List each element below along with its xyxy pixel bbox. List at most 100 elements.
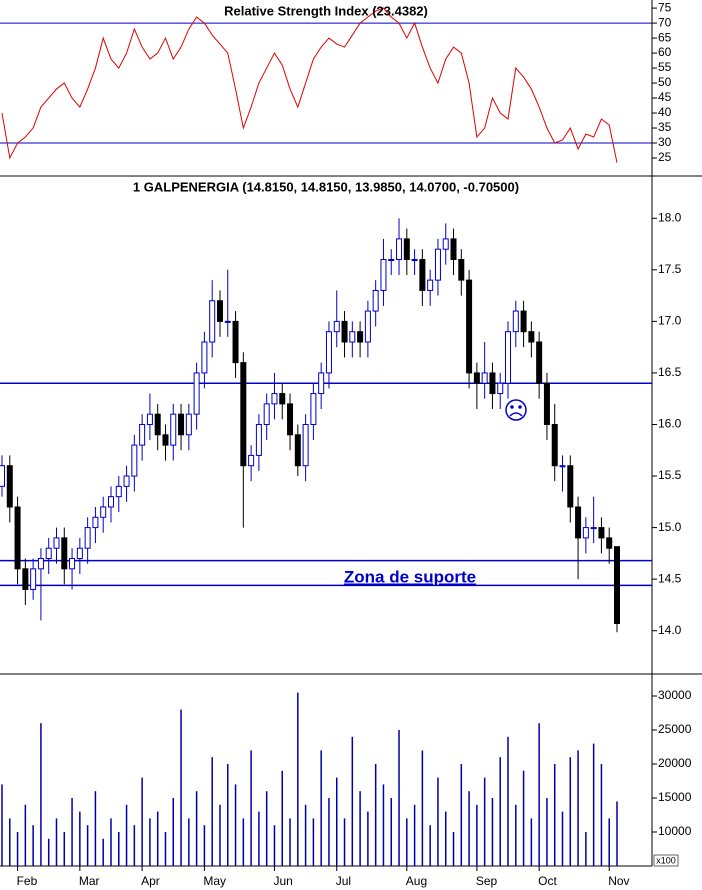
candle-body <box>232 320 239 364</box>
candle-body <box>255 423 262 456</box>
candle-body <box>263 403 270 425</box>
candle-body <box>310 393 317 425</box>
candle-body <box>170 413 177 446</box>
unit-label: x100 <box>656 855 676 865</box>
candle-body <box>442 238 449 250</box>
volume-bar <box>538 723 540 866</box>
candle-body <box>427 279 434 291</box>
y-tick-label: 25000 <box>658 722 692 736</box>
volume-bar <box>234 784 237 866</box>
x-tick-label: Aug <box>406 874 427 888</box>
volume-bar <box>367 811 369 866</box>
candle-body <box>380 259 387 291</box>
volume-bar <box>351 736 354 866</box>
volume-bar <box>421 750 424 866</box>
y-tick-label: 20000 <box>658 756 692 770</box>
candle-body <box>528 331 535 343</box>
candle-body <box>178 413 185 436</box>
candle-body <box>372 289 379 312</box>
candle-body <box>450 238 457 261</box>
candle-body <box>318 372 325 395</box>
candle-body <box>582 527 589 539</box>
candle-body <box>419 259 426 291</box>
candle-body <box>45 547 52 560</box>
volume-bar <box>592 743 595 866</box>
candle-body <box>287 403 294 436</box>
annotation: Zona de suporte <box>344 567 476 586</box>
candle-body <box>123 475 130 487</box>
candle-body <box>411 259 418 262</box>
y-tick-label: 60 <box>658 45 672 59</box>
candle-body <box>520 310 527 333</box>
volume-bar <box>180 709 182 866</box>
volume-bar <box>553 763 556 866</box>
candle-body <box>364 310 371 343</box>
candle-body <box>193 372 200 415</box>
candle-body <box>37 558 44 570</box>
candle-body <box>512 310 519 333</box>
volume-bar <box>569 757 572 866</box>
candle-body <box>240 362 247 467</box>
candle-body <box>590 527 597 530</box>
volume-bar <box>297 692 299 866</box>
volume-bar <box>406 818 408 866</box>
candle-body <box>84 527 91 549</box>
candle-body <box>575 506 582 539</box>
candle-body <box>567 465 574 508</box>
candle-body <box>146 413 153 425</box>
volume-bar <box>55 818 58 866</box>
volume-bar <box>110 818 112 866</box>
y-tick-label: 30000 <box>658 688 692 702</box>
volume-bar <box>585 831 587 866</box>
candle-body <box>396 238 403 261</box>
y-tick-label: 75 <box>658 0 672 14</box>
volume-bar <box>546 797 548 866</box>
panel-title: Relative Strength Index (23.4382) <box>224 3 428 18</box>
volume-bar <box>515 804 517 866</box>
candle-body <box>473 372 480 384</box>
volume-bar <box>273 825 276 866</box>
candle-body <box>76 547 83 560</box>
volume-bar <box>211 757 213 866</box>
volume-bar <box>118 831 120 866</box>
volume-bar <box>219 804 221 866</box>
volume-bar <box>468 791 470 866</box>
y-tick-label: 15000 <box>658 790 692 804</box>
volume-bar <box>374 763 377 866</box>
y-tick-label: 30 <box>658 135 672 149</box>
volume-bar <box>343 818 346 866</box>
volume-bar <box>242 818 245 866</box>
y-tick-label: 14.5 <box>658 571 682 585</box>
y-tick-label: 50 <box>658 75 672 89</box>
volume-bar <box>195 791 198 866</box>
candle-body <box>559 465 566 468</box>
y-tick-label: 55 <box>658 60 672 74</box>
sad-face <box>505 399 527 421</box>
volume-bar <box>141 777 143 866</box>
candle-body <box>294 434 301 467</box>
volume-bar <box>47 838 50 866</box>
candle-body <box>115 485 122 498</box>
volume-bar <box>328 797 330 866</box>
y-tick-label: 45 <box>658 90 672 104</box>
volume-bar <box>437 777 439 866</box>
candle-body <box>131 444 138 477</box>
volume-bar <box>125 804 128 866</box>
volume-bar <box>172 797 175 866</box>
volume-bar <box>156 811 159 866</box>
volume-bar <box>600 763 603 866</box>
candle-body <box>185 413 192 436</box>
volume-bar <box>312 818 315 866</box>
y-tick-label: 15.5 <box>658 468 682 482</box>
volume-bar <box>32 825 34 866</box>
candle-body <box>30 568 37 590</box>
candle-body <box>201 341 208 374</box>
candle-body <box>403 238 410 261</box>
candle-body <box>6 465 13 508</box>
candle-body <box>505 331 512 384</box>
candle-body <box>61 537 68 570</box>
x-tick-label: Mar <box>79 874 100 888</box>
candle-body <box>489 372 496 395</box>
